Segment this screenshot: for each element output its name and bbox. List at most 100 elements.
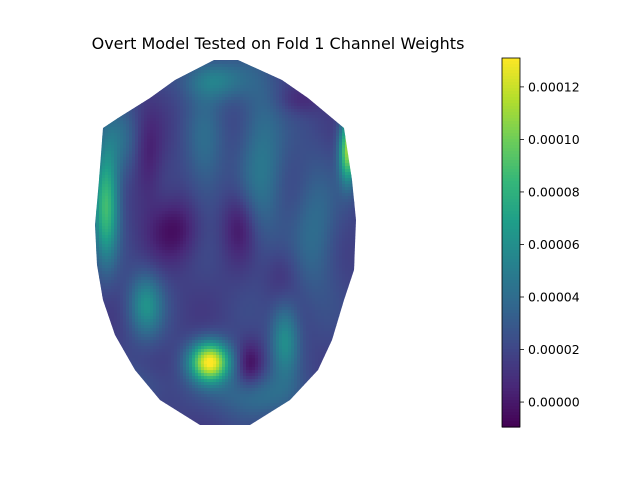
heatmap-cell <box>102 109 106 113</box>
heatmap-cell <box>222 73 226 77</box>
heatmap-cell <box>357 79 360 82</box>
heatmap-cell <box>303 91 307 95</box>
heatmap-cell <box>168 73 172 77</box>
heatmap-cell <box>95 82 97 86</box>
heatmap-cell <box>183 172 187 176</box>
heatmap-cell <box>177 70 181 74</box>
heatmap-cell <box>288 64 292 68</box>
heatmap-cell <box>216 208 220 212</box>
heatmap-cell <box>300 151 304 155</box>
heatmap-cell <box>120 157 124 161</box>
heatmap-cell <box>216 214 220 218</box>
heatmap-cell <box>300 115 304 119</box>
heatmap-cell <box>105 106 109 110</box>
heatmap-cell <box>255 196 259 200</box>
heatmap-cell <box>144 166 148 170</box>
heatmap-cell <box>186 181 190 185</box>
heatmap-cell <box>123 187 127 191</box>
heatmap-cell <box>270 214 274 218</box>
heatmap-cell <box>141 151 145 155</box>
heatmap-cell <box>117 142 121 146</box>
heatmap-cell <box>95 88 97 92</box>
heatmap-cell <box>198 127 202 131</box>
heatmap-cell <box>120 190 124 194</box>
heatmap-cell <box>285 103 289 107</box>
heatmap-cell <box>315 115 319 119</box>
heatmap-cell <box>276 172 280 176</box>
heatmap-cell <box>351 100 355 104</box>
heatmap-cell <box>234 94 238 98</box>
heatmap-cell <box>168 127 172 131</box>
heatmap-cell <box>129 139 133 143</box>
heatmap-cell <box>252 193 256 197</box>
heatmap-cell <box>192 70 196 74</box>
heatmap-cell <box>129 205 133 209</box>
heatmap-cell <box>309 169 313 173</box>
heatmap-cell <box>225 61 229 65</box>
heatmap-cell <box>264 100 268 104</box>
heatmap-cell <box>351 91 355 95</box>
heatmap-cell <box>336 193 340 197</box>
heatmap-cell <box>147 223 151 227</box>
heatmap-cell <box>285 115 289 119</box>
heatmap-cell <box>186 172 190 176</box>
heatmap-cell <box>165 85 169 89</box>
heatmap-cell <box>198 130 202 134</box>
heatmap-cell <box>117 127 121 131</box>
heatmap-cell <box>99 172 103 176</box>
heatmap-cell <box>138 142 142 146</box>
heatmap-cell <box>111 133 115 137</box>
heatmap-cell <box>156 193 160 197</box>
heatmap-cell <box>324 136 328 140</box>
heatmap-cell <box>228 133 232 137</box>
heatmap-cell <box>111 151 115 155</box>
heatmap-cell <box>189 169 193 173</box>
heatmap-cell <box>150 154 154 158</box>
heatmap-cell <box>264 76 268 80</box>
heatmap-cell <box>198 112 202 116</box>
heatmap-cell <box>132 103 136 107</box>
heatmap-cell <box>336 73 340 77</box>
heatmap-cell <box>99 187 103 191</box>
heatmap-cell <box>180 187 184 191</box>
heatmap-cell <box>159 148 163 152</box>
heatmap-cell <box>321 127 325 131</box>
heatmap-cell <box>198 67 202 71</box>
heatmap-cell <box>126 190 130 194</box>
heatmap-cell <box>285 82 289 86</box>
heatmap-cell <box>165 163 169 167</box>
heatmap-cell <box>270 175 274 179</box>
heatmap-cell <box>126 127 130 131</box>
heatmap-cell <box>243 124 247 128</box>
heatmap-cell <box>189 100 193 104</box>
heatmap-cell <box>261 151 265 155</box>
heatmap-cell <box>189 214 193 218</box>
heatmap-cell <box>240 79 244 83</box>
heatmap-cell <box>102 60 106 62</box>
heatmap-cell <box>95 220 97 224</box>
heatmap-cell <box>279 160 283 164</box>
heatmap-cell <box>240 202 244 206</box>
heatmap-cell <box>213 103 217 107</box>
heatmap-cell <box>198 190 202 194</box>
heatmap-cell <box>300 112 304 116</box>
heatmap-cell <box>285 202 289 206</box>
heatmap-cell <box>150 70 154 74</box>
heatmap-cell <box>225 79 229 83</box>
heatmap-cell <box>312 124 316 128</box>
heatmap-cell <box>216 178 220 182</box>
heatmap-cell <box>174 88 178 92</box>
heatmap-cell <box>351 190 355 194</box>
heatmap-cell <box>156 88 160 92</box>
heatmap-cell <box>171 172 175 176</box>
heatmap-cell <box>144 220 148 224</box>
heatmap-cell <box>342 115 346 119</box>
heatmap-cell <box>210 172 214 176</box>
heatmap-cell <box>138 70 142 74</box>
heatmap-cell <box>231 142 235 146</box>
heatmap-cell <box>234 97 238 101</box>
heatmap-cell <box>153 76 157 80</box>
heatmap-cell <box>357 115 360 118</box>
heatmap-cell <box>228 187 232 191</box>
heatmap-cell <box>141 214 145 218</box>
